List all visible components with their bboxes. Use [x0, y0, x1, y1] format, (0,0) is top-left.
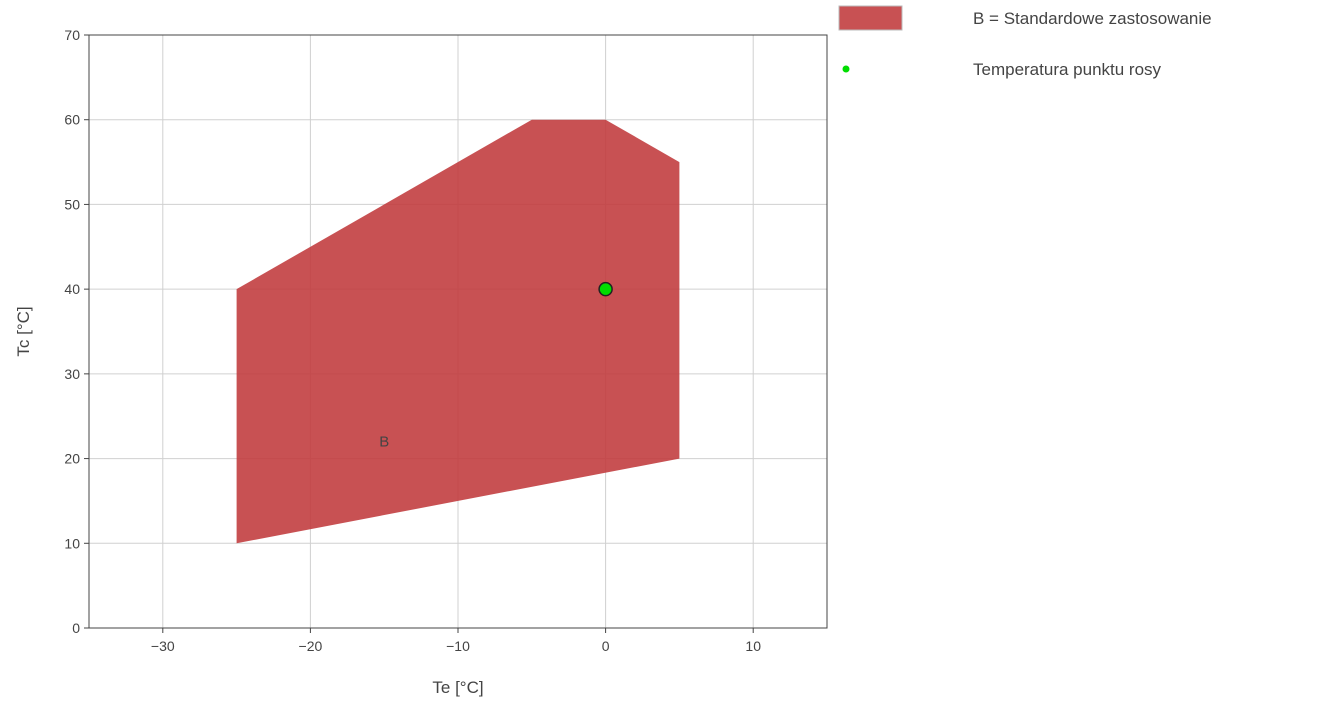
x-tick-label: −30	[151, 638, 175, 654]
x-axis-ticks: −30 −20 −10 0 10	[151, 628, 761, 654]
x-tick-label: 10	[745, 638, 761, 654]
y-axis-title: Tc [°C]	[14, 306, 33, 356]
x-axis-title: Te [°C]	[432, 678, 483, 697]
area-region-label: B	[379, 434, 389, 451]
area-region-b	[236, 119, 680, 544]
y-tick-label: 50	[64, 196, 80, 212]
x-tick-label: −20	[299, 638, 323, 654]
area-series: B	[236, 119, 680, 544]
dew-point-marker[interactable]	[598, 281, 613, 297]
legend-swatch-area[interactable]	[838, 5, 903, 31]
scatter-series	[598, 281, 613, 297]
legend-swatch-point[interactable]	[842, 65, 850, 73]
x-tick-label: −10	[446, 638, 470, 654]
x-tick-label: 0	[602, 638, 610, 654]
legend-label[interactable]: Temperatura punktu rosy	[973, 60, 1162, 79]
y-tick-label: 0	[72, 620, 80, 636]
y-tick-label: 60	[64, 112, 80, 128]
y-tick-label: 70	[64, 27, 80, 43]
y-tick-label: 10	[64, 535, 80, 551]
y-axis-ticks: 0 10 20 30 40 50 60 70	[64, 27, 89, 636]
y-tick-label: 30	[64, 366, 80, 382]
y-tick-label: 20	[64, 451, 80, 467]
y-tick-label: 40	[64, 281, 80, 297]
legend: B = Standardowe zastosowanie Temperatura …	[838, 5, 1212, 79]
legend-label[interactable]: B = Standardowe zastosowanie	[973, 9, 1212, 28]
